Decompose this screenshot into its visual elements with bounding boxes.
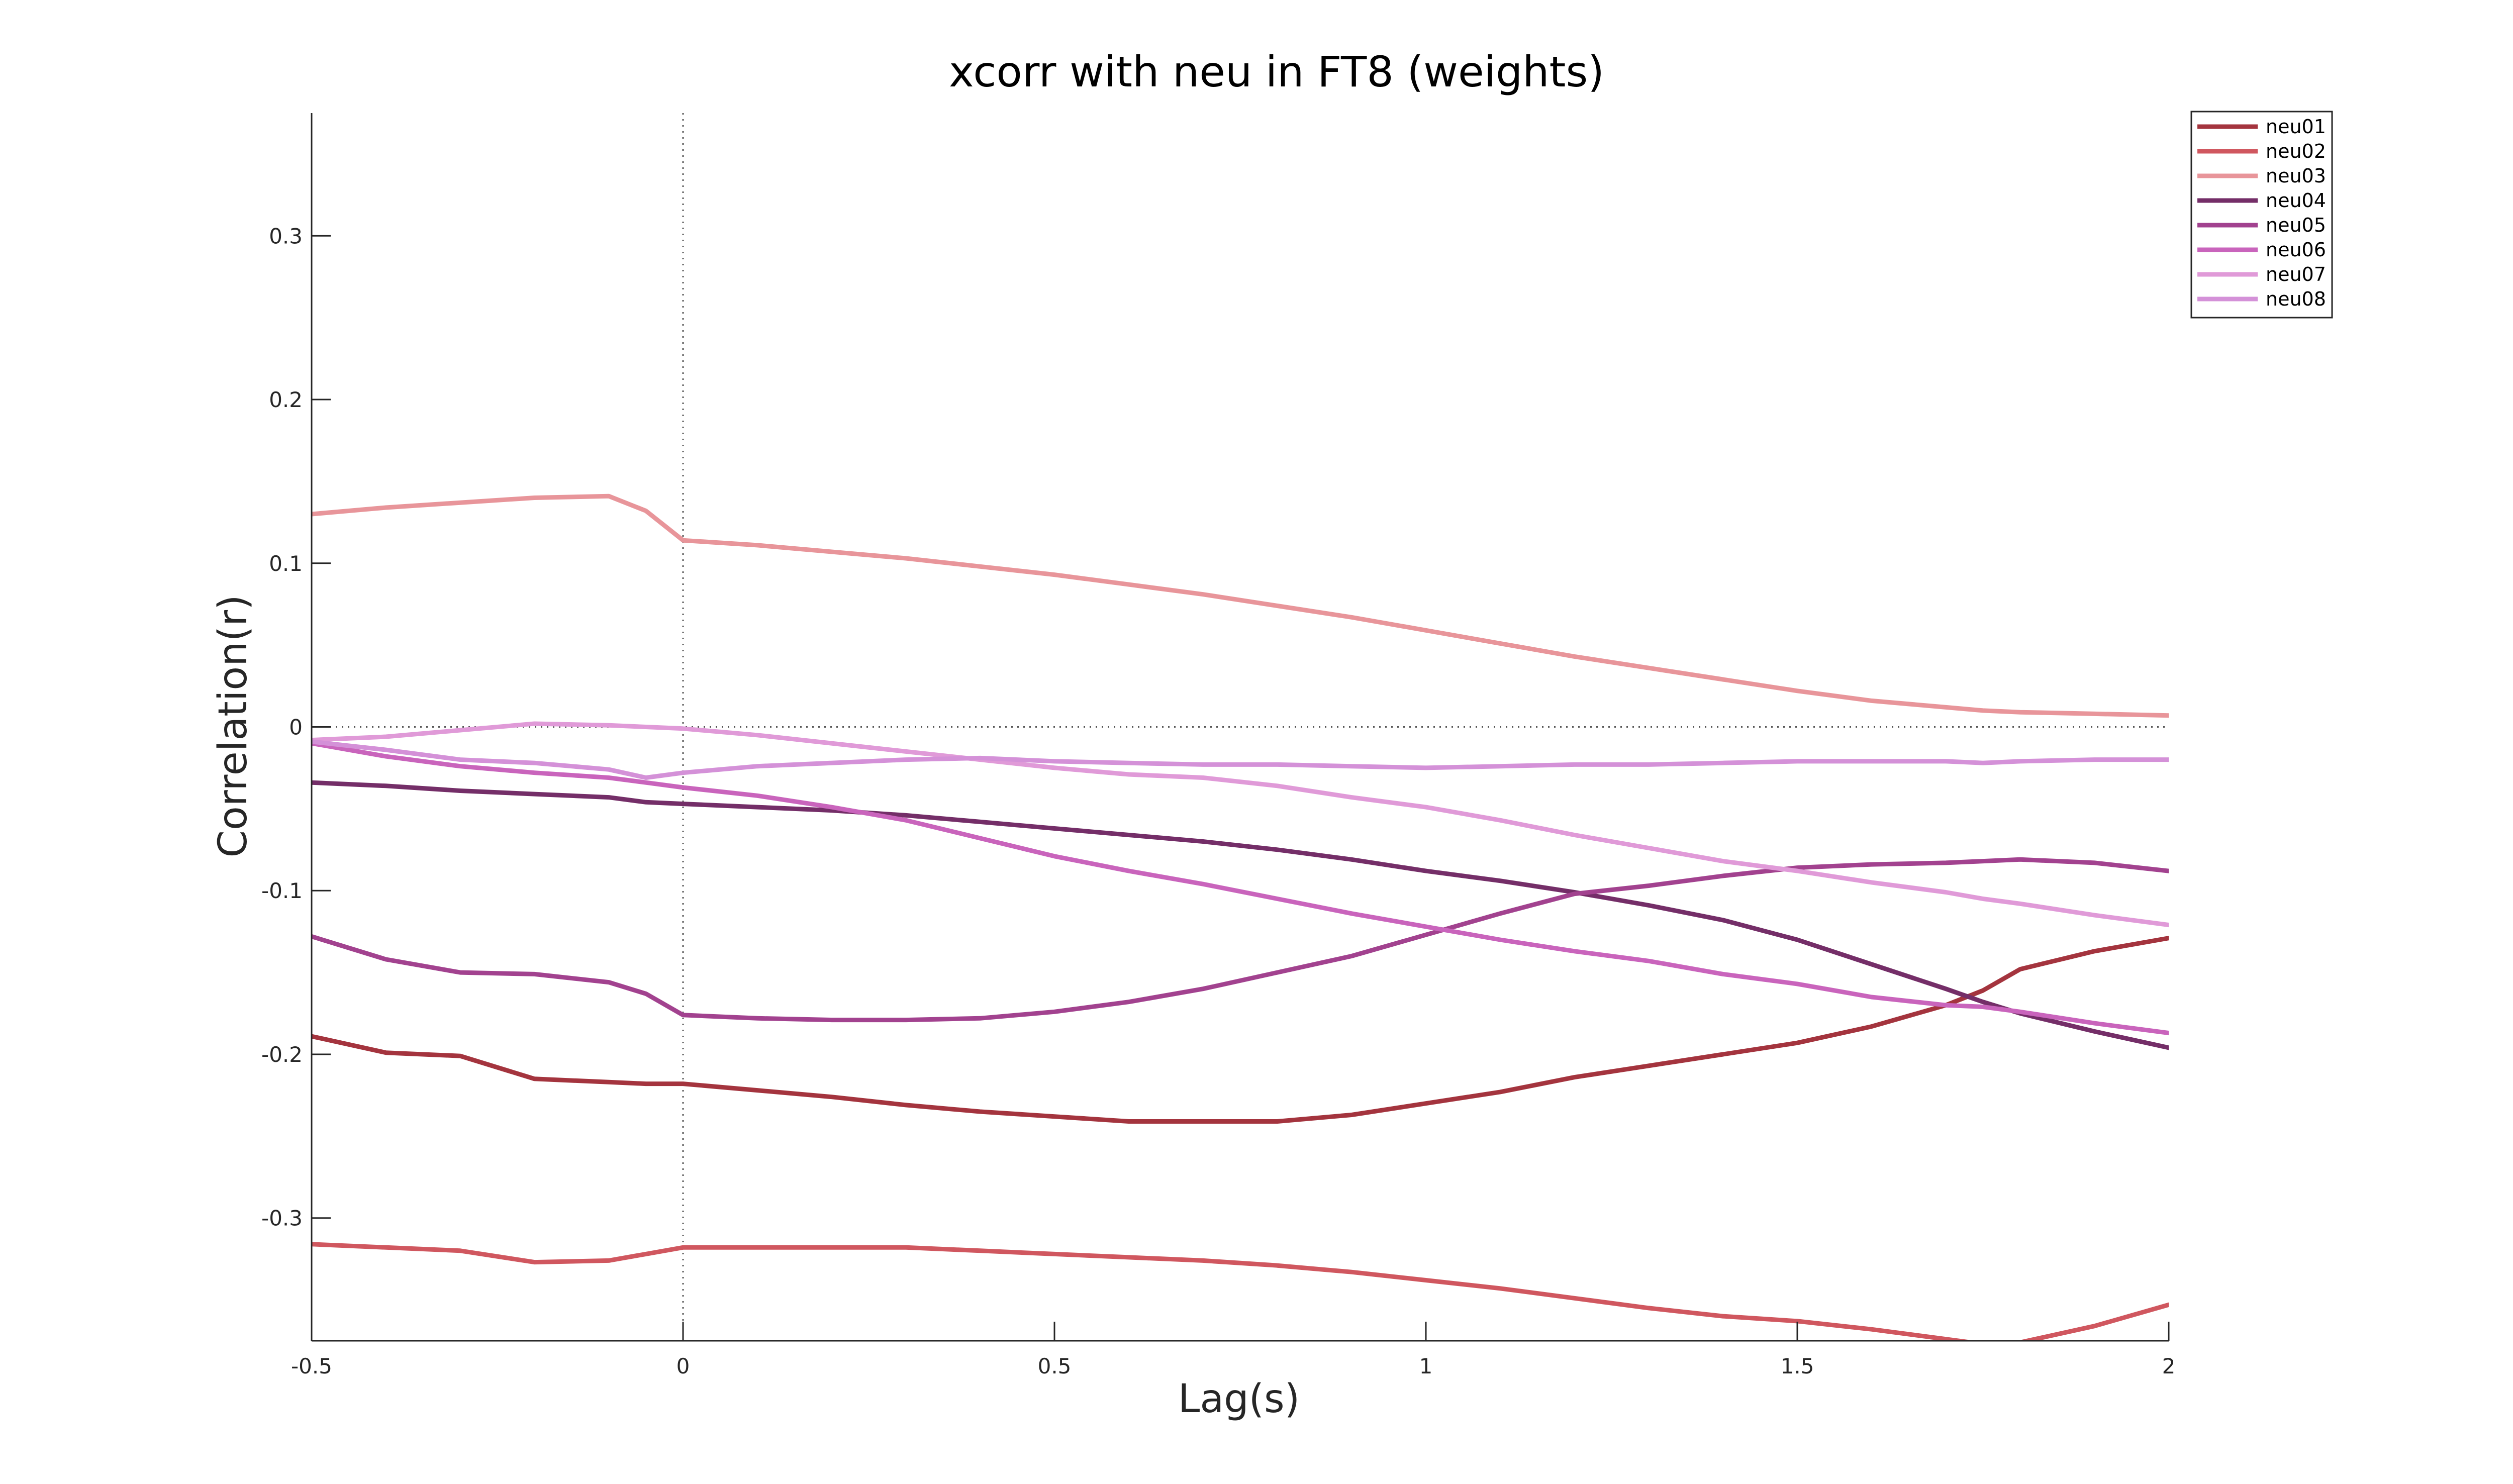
legend-label-neu01: neu01 bbox=[2266, 116, 2326, 138]
series-line-neu04 bbox=[312, 780, 2169, 1050]
legend-label-neu07: neu07 bbox=[2266, 263, 2326, 285]
series-line-neu05 bbox=[312, 857, 2169, 1023]
y-tick-label: 0 bbox=[289, 715, 303, 740]
y-tick-label: 0.3 bbox=[269, 224, 303, 248]
y-tick-label: 0.2 bbox=[269, 387, 303, 412]
y-tick-label: -0.1 bbox=[261, 878, 303, 903]
legend-label-neu08: neu08 bbox=[2266, 288, 2326, 310]
y-tick-label: 0.1 bbox=[269, 551, 303, 576]
legend-label-neu03: neu03 bbox=[2266, 165, 2326, 187]
y-tick-label: -0.2 bbox=[261, 1042, 303, 1067]
series-line-neu03 bbox=[312, 493, 2169, 718]
x-tick-label: 1.5 bbox=[1781, 1354, 1814, 1378]
series-line-neu06 bbox=[312, 741, 2169, 1036]
series-line-neu07 bbox=[312, 721, 2169, 928]
x-tick-label: 2 bbox=[2162, 1354, 2176, 1378]
x-tick-label: 1 bbox=[1419, 1354, 1433, 1378]
series-layer bbox=[312, 493, 2169, 1341]
chart-title: xcorr with neu in FT8 (weights) bbox=[949, 47, 1604, 96]
x-tick-label: 0.5 bbox=[1038, 1354, 1072, 1378]
y-tick-label: -0.3 bbox=[261, 1206, 303, 1231]
x-tick-label: -0.5 bbox=[291, 1354, 332, 1378]
legend-label-neu06: neu06 bbox=[2266, 239, 2326, 261]
legend-label-neu05: neu05 bbox=[2266, 214, 2326, 236]
x-axis-title: Lag(s) bbox=[1178, 1376, 1300, 1422]
series-line-neu01 bbox=[312, 936, 2169, 1124]
x-tick-label: 0 bbox=[676, 1354, 690, 1378]
axes-layer: -0.5 0 0.5 1 1.5 2 -0.3 -0.2 -0.1 0 0.1 0.2 0.3 bbox=[261, 113, 2175, 1378]
series-line-neu02 bbox=[312, 1242, 2169, 1341]
y-axis-title: Correlation(r) bbox=[211, 595, 256, 857]
legend-label-neu04: neu04 bbox=[2266, 189, 2326, 212]
legend-label-neu02: neu02 bbox=[2266, 140, 2326, 162]
series-line-neu08 bbox=[312, 739, 2169, 780]
legend-box bbox=[2190, 111, 2333, 319]
